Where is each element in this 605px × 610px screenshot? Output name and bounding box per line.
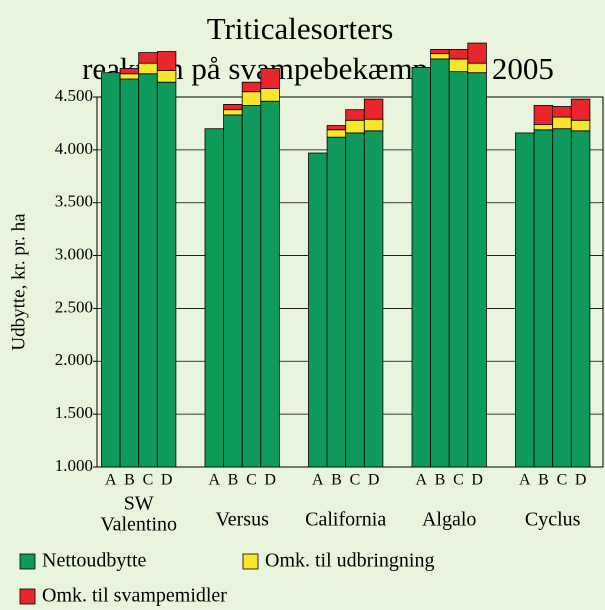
group-label: Algalo (422, 509, 476, 531)
x-tick-label: B (538, 472, 549, 489)
x-tick-label: A (312, 472, 324, 489)
x-tick-label: C (453, 472, 464, 489)
bar-segment (223, 114, 243, 468)
bar-segment (430, 58, 450, 468)
bar-segment (552, 128, 572, 468)
x-tick-label: D (471, 472, 483, 489)
legend-swatch (19, 553, 36, 570)
y-tick-label: 3.500 (55, 192, 93, 211)
legend-label: Omk. til udbringning (265, 550, 434, 572)
bar-segment (552, 116, 572, 130)
y-tick-label: 3.000 (55, 244, 93, 263)
y-tick-label: 4.000 (55, 139, 93, 158)
y-tick-label: 1.000 (55, 456, 93, 475)
x-tick-label: B (331, 472, 342, 489)
bar-segment (448, 58, 469, 73)
bar-segment (260, 100, 280, 468)
legend-swatch (242, 553, 259, 570)
bar-segment (515, 132, 535, 468)
x-tick-label: D (575, 472, 587, 489)
y-axis-label: Udbytte, kr. pr. ha (8, 213, 29, 351)
bar-segment (138, 52, 158, 64)
bar-segment (363, 98, 384, 120)
legend-label: Omk. til svampemidler (42, 585, 227, 607)
bar-segment (345, 109, 365, 121)
x-tick-label: B (124, 472, 135, 489)
group-label: Versus (216, 509, 270, 531)
x-tick-label: C (143, 472, 154, 489)
bar-segment (467, 72, 487, 468)
group-label: SW (124, 493, 154, 515)
bar-segment (119, 68, 140, 75)
bar-segment (156, 81, 177, 468)
bar-segment (260, 88, 280, 102)
bar-segment (467, 62, 487, 74)
x-tick-label: A (209, 472, 221, 489)
y-tick-label: 2.500 (55, 297, 93, 316)
bar-segment (223, 104, 243, 111)
bar-segment (138, 62, 158, 75)
chart-title: Triticalesorters (207, 11, 394, 46)
y-tick-label: 1.500 (55, 403, 93, 422)
x-tick-label: D (161, 472, 173, 489)
bar-segment (570, 130, 591, 468)
y-tick-label: 4.500 (55, 86, 93, 105)
bar-segment (241, 81, 262, 93)
bar-segment (241, 105, 262, 468)
bar-segment (411, 67, 432, 468)
bar-segment (448, 71, 469, 468)
bar-segment (101, 72, 121, 468)
bar-segment (552, 106, 572, 118)
bar-segment (570, 98, 591, 121)
bar-segment (119, 78, 140, 468)
bar-segment (204, 128, 225, 468)
bar-segment (570, 119, 591, 132)
bar-segment (430, 49, 450, 55)
bar-segment (430, 53, 450, 60)
bar-segment (308, 152, 328, 468)
bar-segment (326, 129, 347, 138)
x-tick-label: A (105, 472, 117, 489)
x-tick-label: A (519, 472, 531, 489)
group-label: Cyclus (525, 509, 581, 531)
bar-segment (533, 105, 554, 125)
bar-segment (448, 49, 469, 60)
x-tick-label: D (368, 472, 380, 489)
bar-segment (345, 132, 365, 468)
bar-segment (223, 109, 243, 116)
bar-segment (260, 68, 280, 89)
bar-segment (241, 91, 262, 106)
x-tick-label: B (435, 472, 446, 489)
bar-segment (363, 118, 384, 132)
x-tick-label: C (350, 472, 361, 489)
x-tick-label: A (416, 472, 428, 489)
bar-segment (326, 136, 347, 468)
group-label: Valentino (100, 514, 177, 536)
bar-segment (533, 129, 554, 468)
x-tick-label: C (246, 472, 257, 489)
legend-swatch (19, 588, 36, 605)
bar-segment (119, 73, 140, 80)
bar-segment (326, 125, 347, 131)
x-tick-label: C (557, 472, 568, 489)
bar-segment (363, 130, 384, 468)
x-tick-label: B (228, 472, 239, 489)
group-label: California (305, 509, 386, 531)
y-tick-label: 2.000 (55, 350, 93, 369)
bar-segment (156, 51, 177, 71)
bar-segment (467, 42, 487, 64)
legend-label: Nettoudbytte (42, 550, 147, 572)
bar-segment (156, 70, 177, 83)
x-tick-label: D (264, 472, 276, 489)
bar-segment (345, 119, 365, 134)
bar-segment (533, 124, 554, 131)
bar-segment (138, 73, 158, 468)
